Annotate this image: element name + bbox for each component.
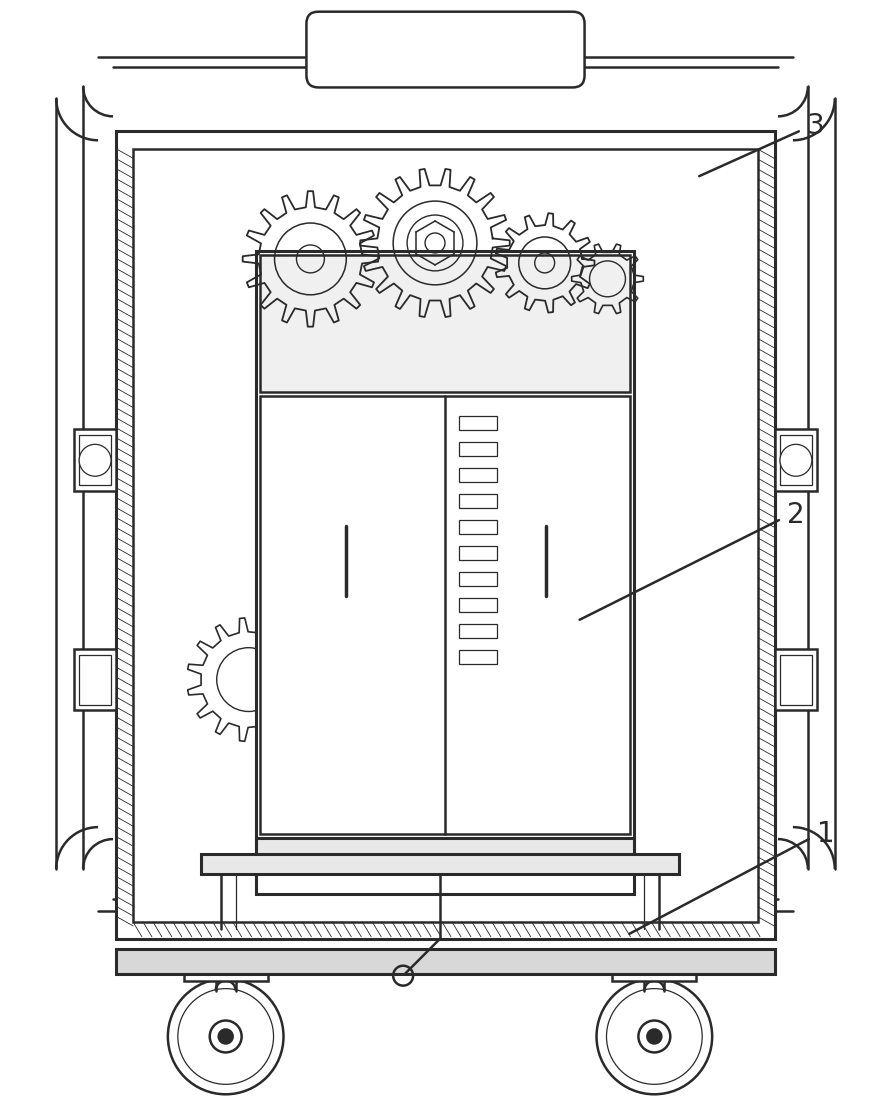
Bar: [780, 655, 812, 704]
Bar: [116, 131, 775, 939]
Bar: [612, 957, 696, 980]
Bar: [74, 648, 116, 710]
Bar: [74, 430, 116, 491]
FancyBboxPatch shape: [307, 12, 584, 88]
Circle shape: [79, 444, 111, 476]
Bar: [184, 957, 267, 980]
Bar: [775, 648, 817, 710]
Bar: [459, 650, 497, 664]
Text: 3: 3: [807, 112, 824, 141]
Bar: [459, 442, 497, 456]
Bar: [780, 435, 812, 485]
Bar: [79, 435, 111, 485]
Circle shape: [597, 978, 712, 1095]
Bar: [459, 495, 497, 508]
Bar: [256, 839, 634, 856]
Bar: [459, 598, 497, 612]
Bar: [459, 624, 497, 637]
Bar: [133, 149, 758, 922]
Bar: [259, 397, 631, 834]
Circle shape: [648, 1030, 661, 1043]
Bar: [79, 655, 111, 704]
Text: 2: 2: [787, 501, 805, 529]
Bar: [256, 251, 634, 893]
Bar: [459, 468, 497, 482]
Bar: [200, 854, 679, 874]
Bar: [259, 255, 631, 392]
Bar: [459, 417, 497, 431]
Bar: [459, 571, 497, 586]
Text: 1: 1: [817, 820, 835, 848]
Circle shape: [168, 978, 283, 1095]
Bar: [116, 948, 775, 974]
Bar: [459, 520, 497, 534]
Bar: [775, 430, 817, 491]
Circle shape: [780, 444, 812, 476]
Circle shape: [218, 1030, 233, 1043]
Bar: [459, 546, 497, 560]
